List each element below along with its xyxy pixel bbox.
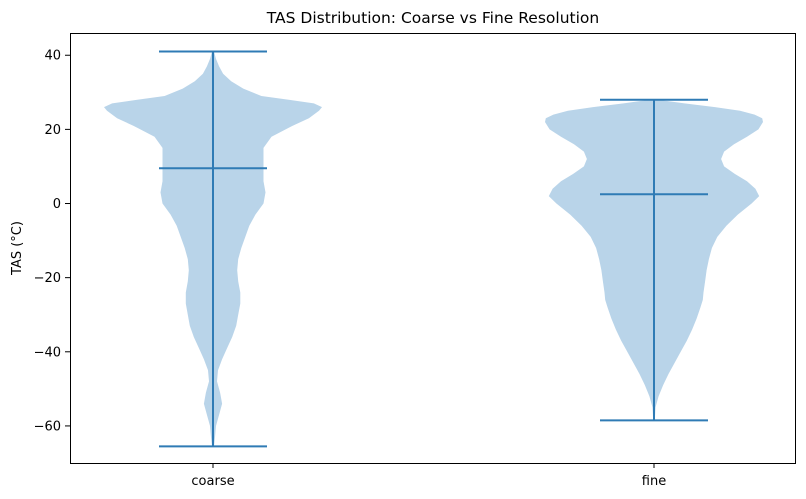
x-tick-label: coarse	[191, 474, 234, 489]
y-tick-label: 20	[44, 123, 61, 138]
y-tick-label: −60	[34, 419, 61, 434]
violin-bodies	[104, 51, 763, 447]
x-axis: coarse fine	[191, 463, 666, 489]
chart-title: TAS Distribution: Coarse vs Fine Resolut…	[266, 9, 599, 27]
x-tick-label: fine	[642, 474, 666, 489]
y-axis: 40 20 0 −20 −40 −60	[34, 49, 70, 434]
y-axis-label: TAS (°C)	[10, 221, 25, 276]
y-tick-label: −40	[34, 345, 61, 360]
y-tick-label: 0	[53, 197, 61, 212]
y-tick-label: −20	[34, 271, 61, 286]
y-tick-label: 40	[44, 49, 61, 64]
plot-frame	[70, 33, 796, 464]
violin-stat-lines	[159, 50, 708, 448]
